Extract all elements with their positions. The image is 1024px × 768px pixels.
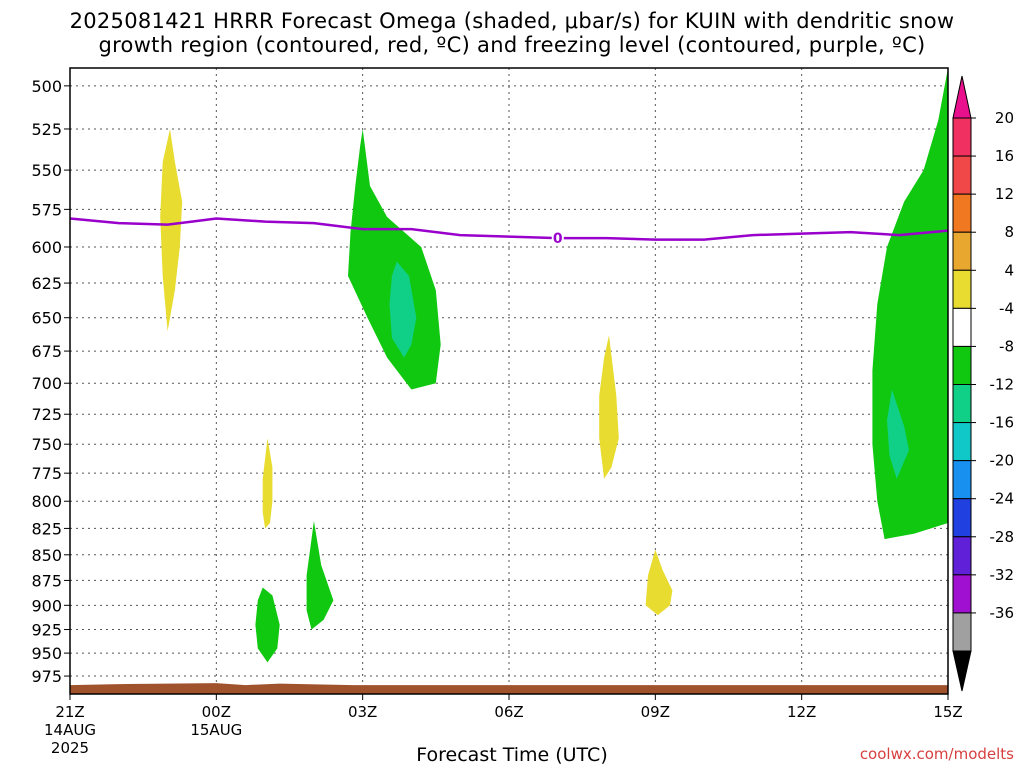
colorbar-label: 20	[995, 109, 1014, 127]
credit-link[interactable]: coolwx.com/modelts	[859, 745, 1014, 763]
colorbar-box	[952, 612, 972, 652]
colorbar-top-arrow	[952, 75, 972, 119]
y-tick-label: 525	[31, 120, 62, 139]
y-tick-label: 625	[31, 274, 62, 293]
colorbar-box	[952, 307, 972, 347]
freezing-level-contour: 0	[69, 217, 949, 247]
y-tick-label: 975	[31, 667, 62, 686]
colorbar-label: -24	[990, 490, 1015, 508]
colorbar-label: -8	[999, 337, 1014, 355]
x-tick-label: 21Z	[55, 703, 84, 721]
omega-region-5	[306, 520, 334, 630]
y-tick-label: 875	[31, 571, 62, 590]
x-tick-sublabel: 14AUG	[44, 721, 96, 739]
omega-region-3	[348, 129, 441, 390]
y-tick-label: 750	[31, 435, 62, 454]
colorbar-label: -12	[990, 376, 1015, 394]
y-tick-label: 775	[31, 464, 62, 483]
chart-title-line-1: 2025081421 HRRR Forecast Omega (shaded, …	[69, 9, 955, 33]
y-tick-label: 550	[31, 161, 62, 180]
omega-region-7	[645, 549, 673, 616]
terrain-surface	[70, 683, 948, 694]
colorbar-label: -16	[990, 414, 1015, 432]
y-tick-label: 725	[31, 405, 62, 424]
colorbar-box	[952, 155, 972, 195]
x-axis-title: Forecast Time (UTC)	[416, 744, 608, 766]
colorbar-label: -4	[999, 299, 1014, 317]
omega-region-9	[887, 389, 909, 479]
colorbar-box	[952, 269, 972, 309]
freezing-label-bg	[551, 230, 564, 247]
colorbar-box	[952, 345, 972, 385]
y-tick-label: 600	[31, 238, 62, 257]
y-axis-ticks: 500 525 550 575 600 625 650 675 700 725 750 775 800 8…	[31, 77, 70, 686]
omega-region-4	[389, 261, 417, 358]
colorbar-label: 16	[995, 147, 1014, 165]
colorbar-label: -28	[990, 528, 1015, 546]
chart-title-line-2: growth region (contoured, red, ºC) and f…	[98, 33, 926, 57]
x-tick-label: 12Z	[787, 703, 816, 721]
colorbar-box	[952, 498, 972, 538]
colorbar-label: 4	[1004, 261, 1014, 279]
omega-region-0	[160, 129, 183, 332]
x-tick-label: 15Z	[933, 703, 962, 721]
freezing-level-label: 0	[553, 231, 563, 247]
colorbar-box	[952, 193, 972, 233]
x-tick-sublabel: 2025	[51, 739, 89, 757]
colorbar-box	[952, 384, 972, 424]
colorbar-box	[952, 460, 972, 500]
omega-region-8	[872, 68, 948, 540]
y-tick-label: 500	[31, 77, 62, 96]
y-tick-label: 950	[31, 644, 62, 663]
colorbar-box	[952, 422, 972, 462]
colorbar-label: 8	[1004, 223, 1014, 241]
terrain-fill	[70, 683, 948, 694]
grid-lines	[70, 68, 948, 694]
colorbar-label: -32	[990, 566, 1015, 584]
colorbar-label: -20	[990, 452, 1015, 470]
colorbar-bottom-arrow	[952, 650, 972, 692]
colorbar-label: 12	[995, 185, 1014, 203]
omega-region-1	[262, 438, 273, 529]
colorbar-box	[952, 574, 972, 614]
y-tick-label: 825	[31, 519, 62, 538]
y-tick-label: 650	[31, 309, 62, 328]
omega-region-6	[599, 335, 619, 479]
y-tick-label: 900	[31, 596, 62, 615]
colorbar-label: -36	[990, 604, 1015, 622]
x-tick-sublabel: 15AUG	[190, 721, 242, 739]
y-tick-label: 700	[31, 374, 62, 393]
x-tick-label: 06Z	[494, 703, 523, 721]
x-tick-label: 09Z	[641, 703, 670, 721]
colorbar-box	[952, 231, 972, 271]
y-tick-label: 575	[31, 200, 62, 219]
colorbar-box	[952, 117, 972, 157]
y-tick-label: 800	[31, 492, 62, 511]
y-tick-label: 675	[31, 342, 62, 361]
omega-region-2	[255, 587, 280, 663]
freezing-level-line	[69, 217, 949, 241]
colorbar: 20 16 12 8 4 -4 -8 -12 -16 -20 -24 -28 -32 -36	[952, 75, 1015, 692]
omega-shaded-regions	[160, 68, 948, 663]
y-tick-label: 925	[31, 621, 62, 640]
y-tick-label: 850	[31, 546, 62, 565]
x-tick-label: 03Z	[348, 703, 377, 721]
x-tick-label: 00Z	[202, 703, 231, 721]
colorbar-box	[952, 536, 972, 576]
